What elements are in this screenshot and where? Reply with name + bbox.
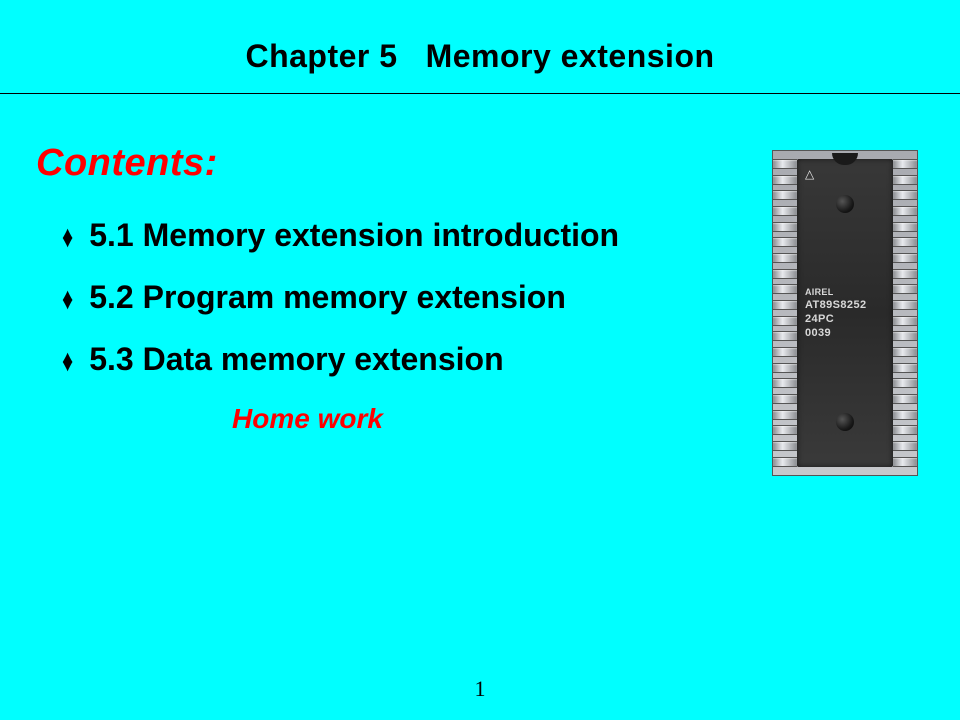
chip-pin bbox=[893, 190, 917, 200]
chip-pin bbox=[773, 284, 797, 294]
chip-pin bbox=[773, 363, 797, 373]
chip-pin bbox=[893, 331, 917, 341]
chip-pin bbox=[893, 425, 917, 435]
chip-vendor: AIREL bbox=[805, 287, 867, 298]
chip-pin bbox=[893, 457, 917, 467]
chip-pin bbox=[893, 284, 917, 294]
microcontroller-chip-image: △ AIREL AT89S8252 24PC 0039 bbox=[772, 150, 918, 476]
chip-pin bbox=[773, 347, 797, 357]
chip-pin bbox=[773, 253, 797, 263]
chip-pin bbox=[893, 363, 917, 373]
chip-indent-icon bbox=[836, 195, 854, 213]
chip-pin bbox=[773, 394, 797, 404]
chip-pins-left bbox=[773, 159, 797, 467]
diamond-bullet-icon: ♦ bbox=[62, 209, 73, 265]
chip-pin bbox=[893, 441, 917, 451]
chip-datecode: 0039 bbox=[805, 327, 867, 341]
chip-pin bbox=[773, 316, 797, 326]
chip-pin bbox=[893, 316, 917, 326]
chip-pin bbox=[773, 222, 797, 232]
chip-pin bbox=[893, 410, 917, 420]
chip-pin bbox=[773, 331, 797, 341]
chip-pin bbox=[773, 457, 797, 467]
chip-pin bbox=[893, 378, 917, 388]
chip-pin bbox=[893, 394, 917, 404]
chip-label: AIREL AT89S8252 24PC 0039 bbox=[805, 287, 867, 341]
diamond-bullet-icon: ♦ bbox=[62, 271, 73, 327]
chip-pin bbox=[773, 159, 797, 169]
chip-pin bbox=[773, 175, 797, 185]
chip-body: △ AIREL AT89S8252 24PC 0039 bbox=[797, 159, 893, 467]
chip-pin bbox=[893, 237, 917, 247]
item-text: 5.3 Data memory extension bbox=[89, 341, 503, 378]
title-topic: Memory extension bbox=[426, 38, 715, 74]
chip-pin bbox=[893, 253, 917, 263]
item-text: 5.1 Memory extension introduction bbox=[89, 217, 619, 254]
chip-pin bbox=[893, 300, 917, 310]
chip-pin bbox=[773, 441, 797, 451]
chip-pin bbox=[773, 269, 797, 279]
chip-pin bbox=[773, 410, 797, 420]
slide-title: Chapter 5 Memory extension bbox=[0, 0, 960, 75]
item-text: 5.2 Program memory extension bbox=[89, 279, 566, 316]
chip-pin bbox=[773, 425, 797, 435]
title-divider bbox=[0, 93, 960, 94]
chip-pin bbox=[893, 347, 917, 357]
chip-pin bbox=[893, 206, 917, 216]
chip-notch-icon bbox=[832, 153, 858, 165]
chip-pin1-marker-icon: △ bbox=[805, 167, 814, 181]
chip-pin bbox=[893, 222, 917, 232]
page-number: 1 bbox=[475, 676, 486, 702]
chip-indent-icon bbox=[836, 413, 854, 431]
chip-pin bbox=[773, 300, 797, 310]
chip-pin bbox=[773, 190, 797, 200]
chip-pin bbox=[893, 269, 917, 279]
chip-pin bbox=[893, 159, 917, 169]
chip-pin bbox=[773, 237, 797, 247]
title-chapter: Chapter 5 bbox=[245, 38, 397, 74]
chip-pin bbox=[893, 175, 917, 185]
chip-speed: 24PC bbox=[805, 313, 867, 327]
chip-part-number: AT89S8252 bbox=[805, 299, 867, 313]
diamond-bullet-icon: ♦ bbox=[62, 333, 73, 389]
chip-pin bbox=[773, 206, 797, 216]
chip-pin bbox=[773, 378, 797, 388]
chip-pins-right bbox=[893, 159, 917, 467]
